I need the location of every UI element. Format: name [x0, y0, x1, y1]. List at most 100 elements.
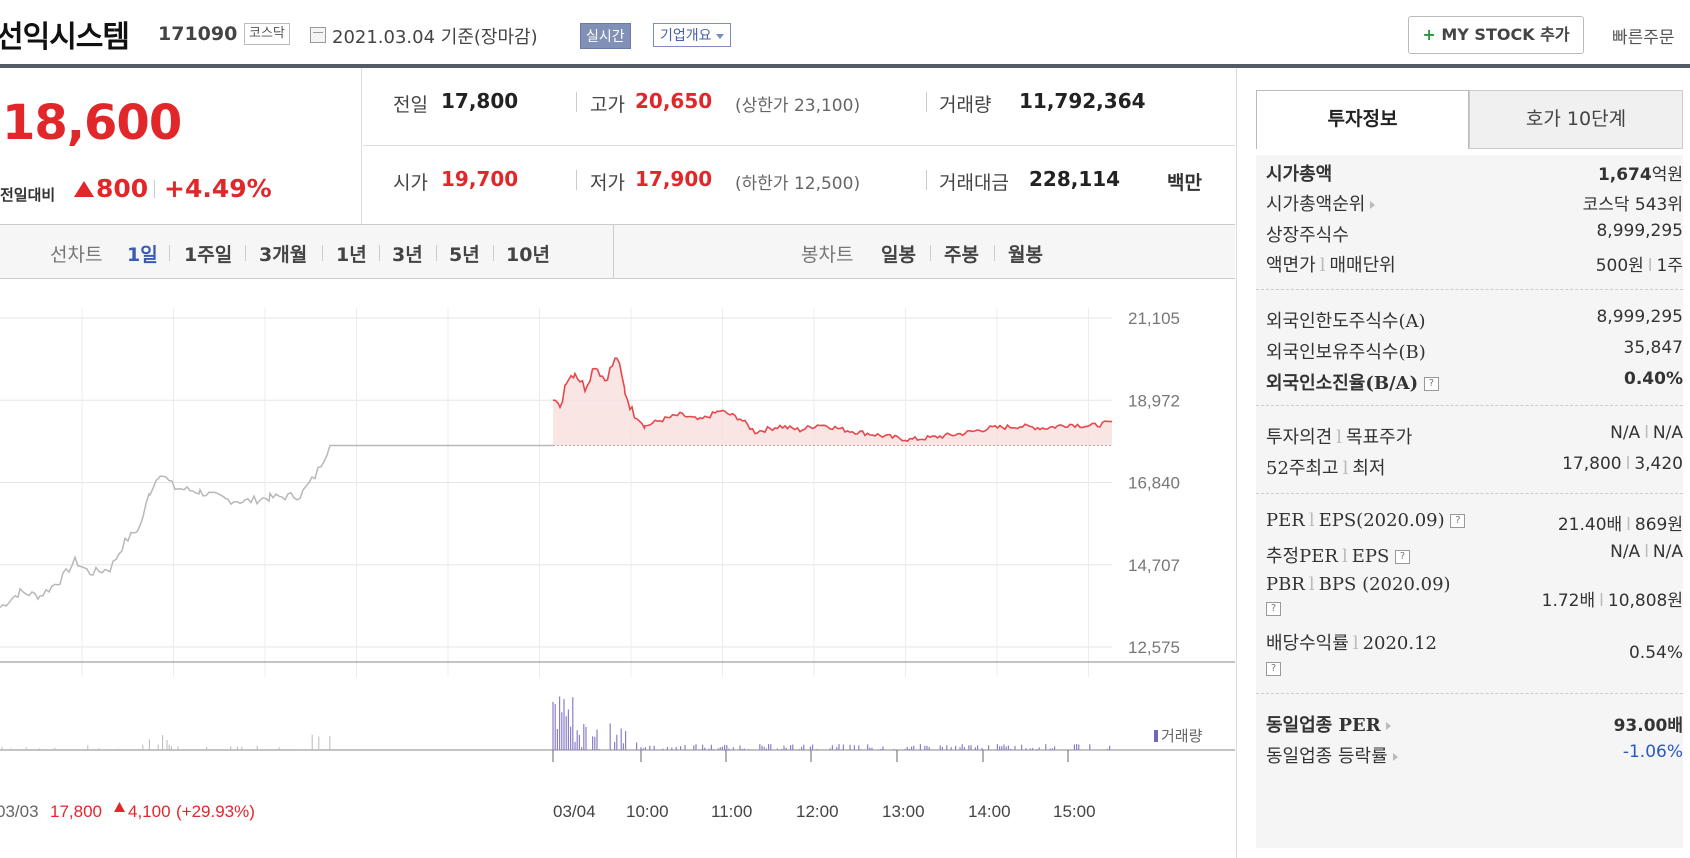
help-icon[interactable]: ?	[1395, 550, 1411, 564]
section-divider	[1256, 493, 1683, 494]
mcap-rank-link[interactable]: 시가총액순위	[1266, 194, 1366, 215]
ind-chg-link[interactable]: 동일업종 등락률	[1266, 746, 1388, 767]
div-period: 2020.12	[1362, 633, 1438, 654]
unit-label: 매매단위	[1329, 255, 1396, 276]
change-label: 전일대비	[0, 186, 56, 204]
tab-monthly[interactable]: 월봉	[1008, 244, 1043, 266]
ind-per-link[interactable]: 동일업종 PER	[1266, 715, 1381, 736]
est-eps-value: N/A	[1652, 542, 1683, 562]
header-divider	[0, 64, 1690, 68]
tab-10y[interactable]: 10년	[506, 244, 550, 266]
w52-low-value: 3,420	[1634, 454, 1683, 474]
foreign-ratio-label: 외국인소진율(B/A)	[1266, 373, 1419, 394]
help-icon[interactable]: ?	[1266, 662, 1281, 676]
info-row: 액면가 l 매매단위 500원 l 1주	[1266, 251, 1683, 277]
info-row: 시가총액순위 코스닥 543위	[1266, 190, 1683, 216]
info-row: 외국인한도주식수(A) 8,999,295	[1266, 307, 1683, 333]
divider	[576, 92, 577, 112]
prev-day-date: 03/03	[0, 802, 39, 821]
tab-1y[interactable]: 1년	[336, 244, 367, 266]
add-mystock-button[interactable]: + MY STOCK 추가	[1408, 16, 1584, 54]
quote-row: 시가 19,700 저가 17,900 (하한가 12,500) 거래대금 22…	[363, 146, 1235, 224]
tab-5y[interactable]: 5년	[449, 244, 480, 266]
line-chart-label: 선차트	[50, 244, 103, 266]
divider	[245, 245, 246, 261]
open-label: 시가	[393, 172, 428, 194]
tab-weekly[interactable]: 주봉	[944, 244, 979, 266]
add-mystock-label: MY STOCK 추가	[1441, 25, 1570, 44]
divider	[926, 170, 927, 190]
high-value: 20,650	[635, 89, 713, 113]
open-value: 19,700	[441, 167, 519, 191]
info-row: 동일업종 PER 93.00배	[1266, 711, 1683, 737]
prev-day-price: 17,800	[50, 802, 102, 821]
volume-legend: 거래량	[1161, 728, 1203, 745]
foreign-limit-value: 8,999,295	[1596, 307, 1683, 327]
y-tick-label: 16,840	[1128, 474, 1180, 493]
info-row: 외국인보유주식수(B) 35,847	[1266, 338, 1683, 364]
est-value: N/A l N/A	[1610, 542, 1683, 562]
w52-high-value: 17,800	[1562, 454, 1622, 474]
current-price: 18,600	[2, 95, 182, 151]
tab-3m[interactable]: 3개월	[259, 244, 308, 266]
tab-daily[interactable]: 일봉	[881, 244, 916, 266]
tab-1d[interactable]: 1일	[127, 244, 158, 266]
info-row: 동일업종 등락률 -1.06%	[1266, 742, 1683, 768]
bps-value: 10,808원	[1607, 591, 1683, 611]
realtime-button[interactable]: 실시간	[580, 23, 631, 49]
prev-value: 17,800	[441, 89, 519, 113]
quick-order-link[interactable]: 빠른주문	[1612, 28, 1675, 48]
x-tick-label: 13:00	[882, 802, 925, 821]
par-unit-value: 500원 l 1주	[1596, 251, 1683, 276]
x-axis-labels: 03/04 10:00 11:00 12:00 13:00 14:00 15:00	[552, 750, 1096, 821]
divider	[576, 170, 577, 190]
div-value: 0.54%	[1628, 643, 1683, 663]
info-row: 외국인소진율(B/A) ? 0.40%	[1266, 369, 1683, 395]
corp-overview-dropdown[interactable]: 기업개요	[653, 23, 731, 47]
tab-hoga-10[interactable]: 호가 10단계	[1469, 90, 1683, 149]
est-per-value: N/A	[1610, 542, 1641, 562]
per-period: (2020.09)	[1356, 510, 1445, 531]
plus-icon: +	[1422, 25, 1436, 44]
chart-tabbar: 선차트 1일 1주일 3개월 1년 3년 5년 10년 봉차트 일봉 주봉 월봉	[0, 224, 1235, 279]
y-tick-label: 18,972	[1128, 391, 1180, 410]
ind-per-number: 93.00	[1613, 716, 1668, 736]
w52-value: 17,800 l 3,420	[1562, 454, 1683, 474]
tab-3y[interactable]: 3년	[392, 244, 423, 266]
pbr-label: PBR	[1266, 574, 1305, 595]
bps-label: BPS	[1318, 574, 1357, 595]
info-row: 시가총액 1,674억원	[1266, 160, 1683, 186]
help-icon[interactable]: ?	[1266, 602, 1281, 616]
stock-header: 선익시스템 171090 코스닥 2021.03.04 기준(장마감) 실시간 …	[0, 0, 1690, 66]
prev-day-line	[0, 444, 553, 609]
x-tick-label: 15:00	[1053, 802, 1096, 821]
divider	[613, 225, 614, 278]
mcap-value: 1,674억원	[1598, 160, 1683, 185]
tab-1w[interactable]: 1주일	[184, 244, 233, 266]
tab-invest-info[interactable]: 투자정보	[1256, 90, 1469, 149]
section-divider	[1256, 693, 1683, 694]
y-tick-label: 21,105	[1128, 309, 1180, 328]
quote-row: 전일 17,800 고가 20,650 (상한가 23,100) 거래량 11,…	[363, 68, 1235, 146]
intraday-chart: 21,105 18,972 16,840 14,707 12,575 03/04 10:0…	[0, 308, 1235, 821]
opinion-value: N/A	[1610, 423, 1641, 443]
section-divider	[1256, 405, 1683, 406]
info-tabs: 투자정보 호가 10단계	[1256, 90, 1683, 149]
prev-label: 전일	[393, 94, 428, 116]
x-tick-label: 03/04	[553, 802, 596, 821]
change-percent: +4.49%	[164, 174, 272, 203]
help-icon[interactable]: ?	[1423, 377, 1439, 391]
opinion-target-value: N/A l N/A	[1610, 423, 1683, 443]
separator: l	[1341, 546, 1348, 567]
divider	[379, 245, 380, 261]
low-value: 17,900	[635, 167, 713, 191]
shares-value: 8,999,295	[1596, 221, 1683, 241]
target-label: 목표주가	[1346, 427, 1413, 448]
info-row: PBR l BPS (2020.09)? 1.72배 l 10,808원	[1266, 574, 1683, 624]
corp-overview-label: 기업개요	[660, 28, 712, 44]
upper-limit: (상한가 23,100)	[735, 96, 861, 116]
help-icon[interactable]: ?	[1450, 514, 1466, 528]
arrow-right-icon	[1385, 722, 1391, 730]
divider	[994, 245, 995, 261]
divider	[322, 245, 323, 261]
